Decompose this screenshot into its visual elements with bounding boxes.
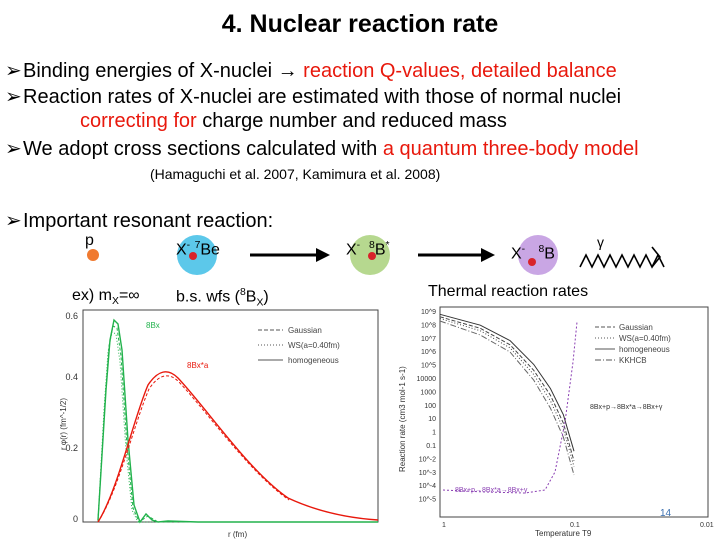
photon-arrow-head <box>651 246 662 268</box>
series-line-ws-a-0-40fm- <box>439 318 575 467</box>
x-axis-label: Temperature T9 <box>535 529 592 538</box>
y-tick-label: 10^8 <box>421 322 436 329</box>
reaction-arrow-head <box>316 248 330 262</box>
bullet-text: We adopt cross sections calculated with <box>23 138 383 160</box>
y-tick-label: 10000 <box>417 376 437 383</box>
green-curve-1 <box>97 318 378 524</box>
y-tick-label: 10^-3 <box>419 470 436 477</box>
slide-title: 4. Nuclear reaction rate <box>221 10 499 38</box>
bullet-arrow-icon: ➢ <box>5 210 22 232</box>
x-b8-excited-label: X- 8B* <box>346 240 390 259</box>
y-tick-label: 1000 <box>420 389 436 396</box>
bullet-text: charge number and reduced mass <box>196 110 507 132</box>
bound-annotation: 8Bx <box>146 321 160 330</box>
y-tick-label: 10^6 <box>421 349 436 356</box>
photon-wave <box>579 253 665 269</box>
green-curve-2 <box>97 325 378 523</box>
legend-entry: WS(a=0.40fm) <box>288 341 340 350</box>
example-label: ex) mX=∞ <box>72 287 140 308</box>
thermal-rates-label: Thermal reaction rates <box>428 283 589 300</box>
arrow-icon: → <box>277 60 298 82</box>
bullet-arrow-icon: ➢ <box>5 86 22 108</box>
legend-entry: KKHCB <box>619 356 647 365</box>
reaction-arrow-head <box>481 248 495 262</box>
y-tick-label: 100 <box>424 403 436 410</box>
be7-nucleus <box>177 235 217 275</box>
reaction-diagram <box>87 235 665 275</box>
chart-frame <box>439 306 709 518</box>
bullet-binding-energies: ➢Binding energies of X-nuclei → reaction… <box>5 58 617 83</box>
proton-label: p <box>85 232 94 249</box>
y-tick-label: 10^7 <box>421 336 436 343</box>
x-be7-label: X- 7Be <box>176 240 220 259</box>
y-tick-label: 10 <box>428 416 436 423</box>
red-curve <box>97 371 379 523</box>
gamma-label: γ <box>597 234 604 250</box>
y-tick-label: 10^-5 <box>419 497 436 504</box>
y-tick: 0.6 <box>65 311 78 321</box>
legend-entry: Gaussian <box>619 323 653 332</box>
y-tick-label: 10^-4 <box>419 483 436 490</box>
bullet-reaction-rates: ➢Reaction rates of X-nuclei are estimate… <box>5 84 621 109</box>
legend-entry: Gaussian <box>288 326 322 335</box>
series-line-resonant-branch <box>442 321 578 494</box>
bullet-cross-sections: ➢We adopt cross sections calculated with… <box>5 136 639 161</box>
annotation-bottom: 8Bx+p→8Bx*a→8Bx+γ <box>455 487 528 494</box>
proton-dot <box>87 249 99 261</box>
series-line-homogeneous <box>439 313 575 452</box>
y-tick-label: 10^-2 <box>419 456 436 463</box>
x-particle-dot <box>528 258 536 266</box>
legend-entry: homogeneous <box>288 356 339 365</box>
x-tick-label: 0.1 <box>570 522 580 529</box>
resonance-annotation: 8Bx*a <box>187 361 209 370</box>
reaction-rate-chart: 10^910^810^710^610^51000010001001010.110… <box>398 306 714 538</box>
x-tick-label: 1 <box>442 522 446 529</box>
bullet-text: Important resonant reaction: <box>23 210 274 232</box>
bullet-arrow-icon: ➢ <box>5 60 22 82</box>
x-particle-dot <box>368 252 376 260</box>
legend-entry: WS(a=0.40fm) <box>619 334 671 343</box>
bullet-text: Reaction rates of X-nuclei are estimated… <box>23 86 622 108</box>
y-tick-label: 0.1 <box>426 443 436 450</box>
x-b8-label: X- 8B <box>511 244 555 263</box>
bullet-continuation: correcting for charge number and reduced… <box>80 110 507 133</box>
bullet-highlight: correcting for <box>80 110 197 132</box>
x-tick-label: 0.01 <box>700 522 714 529</box>
page-number: 14 <box>660 508 672 519</box>
y-tick-label: 10^9 <box>421 309 436 316</box>
resonant-heading: ➢Important resonant reaction: <box>5 208 273 233</box>
wavefunction-label: b.s. wfs (8BX) <box>176 287 269 309</box>
b8-nucleus <box>518 235 558 275</box>
bullet-highlight: a quantum three-body model <box>382 138 639 160</box>
red-curve-dashed <box>97 375 290 523</box>
wavefunction-plot: 0 0.2 0.4 0.6 r φ(r) (fm^-1/2) 8Bx 8Bx*a… <box>59 309 379 539</box>
y-tick-label: 1 <box>432 430 436 437</box>
x-particle-dot <box>189 252 197 260</box>
bullet-highlight: reaction Q-values, detailed balance <box>297 60 617 82</box>
x-axis-label: r (fm) <box>228 530 247 539</box>
y-tick: 0.2 <box>65 443 78 453</box>
series-line-gaussian <box>439 316 575 462</box>
bullet-arrow-icon: ➢ <box>5 138 22 160</box>
series-line-kkhcb <box>439 320 575 476</box>
y-axis-label: r φ(r) (fm^-1/2) <box>59 398 68 450</box>
y-tick-label: 10^5 <box>421 363 436 370</box>
y-axis-label: Reaction rate (cm3 mol-1 s-1) <box>398 366 407 472</box>
citation: (Hamaguchi et al. 2007, Kamimura et al. … <box>150 166 441 182</box>
y-tick: 0.4 <box>65 372 78 382</box>
legend-entry: homogeneous <box>619 345 670 354</box>
annotation-top: 8Bx+p→8Bx*a→8Bx+γ <box>590 404 663 411</box>
y-tick: 0 <box>73 514 78 524</box>
bullet-text: Binding energies of X-nuclei <box>23 60 278 82</box>
